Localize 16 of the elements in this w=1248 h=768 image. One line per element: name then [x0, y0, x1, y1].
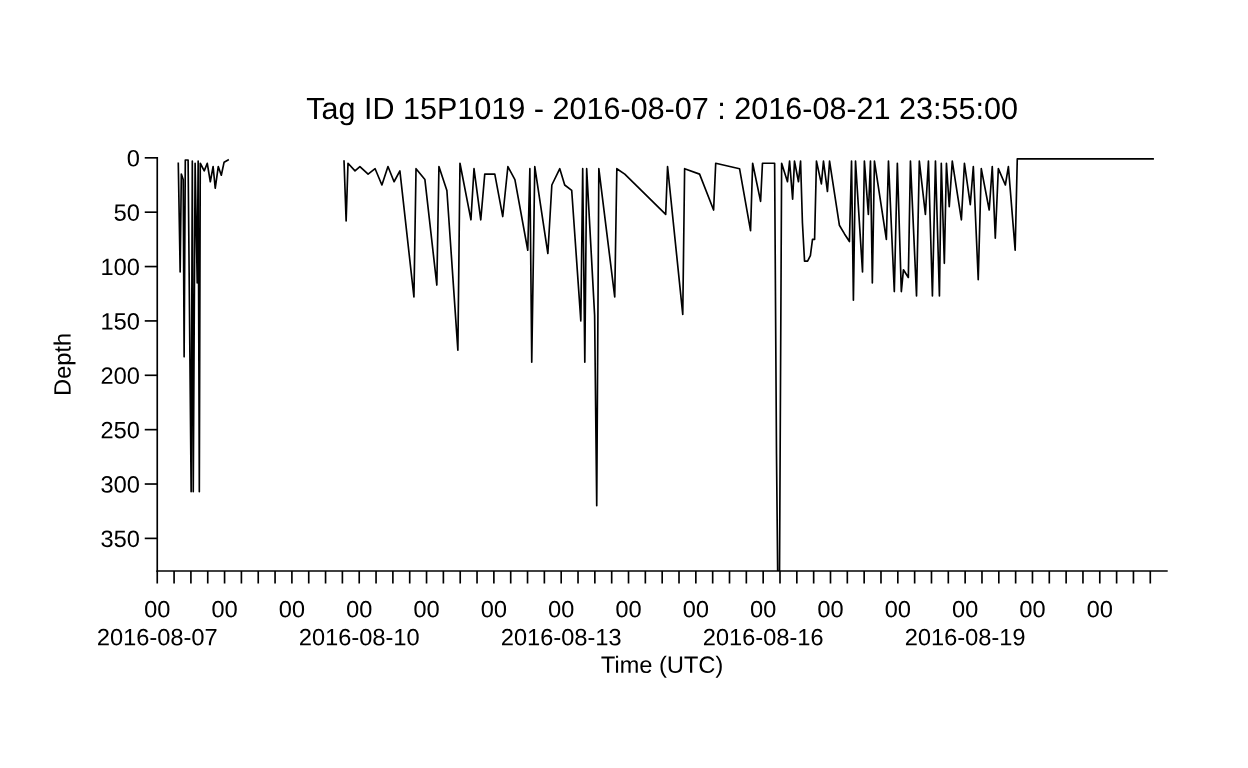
y-tick-label: 350: [101, 530, 139, 548]
x-tick-label: 00: [616, 600, 641, 618]
y-tick-label: 250: [101, 421, 139, 439]
y-tick-label: 150: [102, 312, 139, 330]
y-tick-label: 200: [101, 367, 139, 385]
y-tick-label: 50: [114, 204, 139, 221]
y-tick-label: 100: [102, 258, 139, 276]
x-tick-label: 00: [414, 600, 439, 618]
x-tick-label: 00: [818, 600, 843, 618]
y-tick-label: 0: [127, 149, 139, 167]
chart-title: Tag ID 15P1019 - 2016-08-07 : 2016-08-21 23:55:00: [306, 97, 1017, 126]
y-tick-label: 300: [101, 476, 139, 493]
y-axis-title: Depth: [53, 334, 76, 394]
x-axis-title: Time (UTC): [601, 655, 722, 678]
x-tick-label: 00: [1087, 600, 1112, 618]
x-tick-label: 00: [1020, 600, 1045, 618]
